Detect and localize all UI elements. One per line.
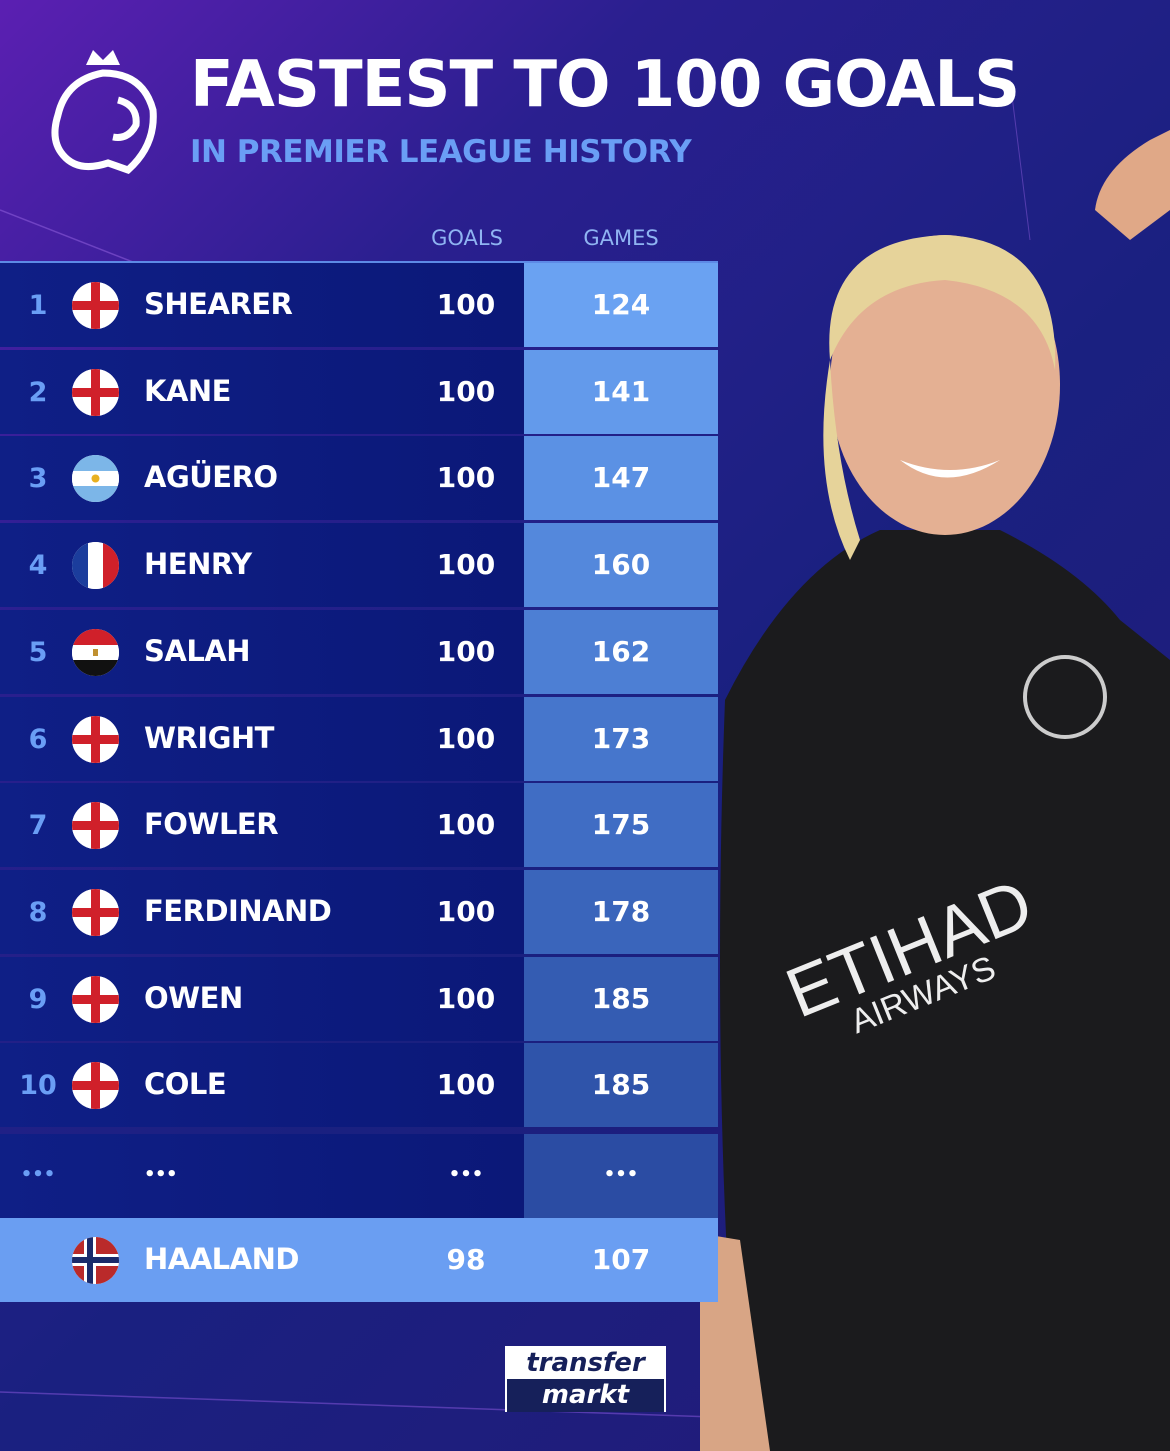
- premier-league-lion-icon: [51, 50, 157, 174]
- player-name: COLE: [144, 1067, 227, 1102]
- goals: 100: [436, 461, 496, 495]
- column-header-goals: GOALS: [431, 226, 503, 250]
- table-row: 9 OWEN 100 185: [0, 956, 718, 1041]
- table-row: 3 AGÜERO 100 147: [0, 436, 718, 521]
- table-top-divider: [0, 261, 718, 264]
- goals: 100: [436, 894, 496, 928]
- rank: •••: [20, 1164, 56, 1185]
- goals: 100: [436, 721, 496, 755]
- games: 175: [591, 808, 651, 842]
- player-name: FERDINAND: [144, 893, 332, 928]
- table-row: 7 FOWLER 100 175: [0, 783, 718, 868]
- table-row: 2 KANE 100 141: [0, 349, 718, 434]
- games-cell: [524, 263, 718, 347]
- games: 162: [591, 634, 651, 668]
- goals: 98: [446, 1243, 486, 1276]
- games: 124: [591, 288, 651, 321]
- games-cell: [524, 349, 718, 434]
- flag-england-icon: [72, 802, 119, 850]
- rank: 9: [28, 983, 48, 1015]
- games-cell: [524, 609, 718, 694]
- rank: 8: [28, 896, 48, 928]
- page-subtitle: IN PREMIER LEAGUE HISTORY: [190, 134, 692, 170]
- table-row: 10 COLE 100 185: [0, 1043, 718, 1128]
- player-name: HAALAND: [144, 1242, 299, 1276]
- games: 160: [591, 548, 651, 582]
- player-photo: ETIHAD AIRWAYS: [700, 130, 1170, 1451]
- flag-norway-icon: [72, 1237, 119, 1284]
- flag-egypt-icon: [72, 628, 119, 676]
- brand-line1: transfer: [507, 1348, 664, 1378]
- goals: 100: [436, 981, 496, 1015]
- games: 107: [591, 1243, 651, 1276]
- player-name: SHEARER: [144, 287, 293, 321]
- player-name: SALAH: [144, 633, 251, 668]
- games-cell: [524, 436, 718, 521]
- games-cell: [524, 696, 718, 781]
- rank: 3: [28, 463, 48, 495]
- player-name: FOWLER: [144, 807, 279, 842]
- player-name: HENRY: [144, 547, 252, 582]
- goals: 100: [436, 548, 496, 582]
- table-row: 8 FERDINAND 100 178: [0, 869, 718, 954]
- games: 147: [591, 461, 651, 495]
- column-header-games: GAMES: [583, 226, 659, 250]
- games: 141: [591, 374, 651, 408]
- player-name: •••: [144, 1164, 178, 1185]
- rank: 10: [19, 1070, 57, 1102]
- table-row: 1 SHEARER 100 124: [0, 263, 718, 347]
- games-cell: [524, 523, 718, 608]
- goals: 100: [436, 808, 496, 842]
- games: 178: [591, 894, 651, 928]
- games: 185: [591, 981, 651, 1015]
- games: 173: [591, 721, 651, 755]
- rank: 1: [28, 290, 48, 321]
- rank: 2: [28, 376, 48, 408]
- table-row: 6 WRIGHT 100 173: [0, 696, 718, 781]
- flag-england-icon: [72, 715, 119, 763]
- rank: 5: [28, 636, 48, 668]
- flag-england-icon: [72, 282, 119, 329]
- flag-england-icon: [72, 1062, 119, 1110]
- flag-france-icon: [72, 542, 119, 590]
- flag-england-icon: [72, 888, 119, 936]
- goals: 100: [436, 288, 496, 321]
- games: 185: [591, 1068, 651, 1102]
- flag-argentina-icon: [72, 455, 119, 503]
- goals: 100: [436, 634, 496, 668]
- player-name: KANE: [144, 373, 232, 408]
- goals: •••: [448, 1164, 484, 1185]
- goals: 100: [436, 1068, 496, 1102]
- ellipsis-row: ••• ••• ••• •••: [0, 1134, 718, 1218]
- rank: 4: [28, 550, 48, 582]
- player-name: WRIGHT: [144, 720, 274, 755]
- transfermarkt-logo: transfer markt: [505, 1346, 666, 1412]
- flag-england-icon: [72, 368, 119, 416]
- table-row: 4 HENRY 100 160: [0, 523, 718, 608]
- player-name: OWEN: [144, 980, 243, 1015]
- goals: 100: [436, 374, 496, 408]
- games-cell: [524, 956, 718, 1041]
- games-cell: [524, 1043, 718, 1128]
- games-cell: [524, 783, 718, 868]
- games-cell: [524, 869, 718, 954]
- rank: 7: [28, 810, 48, 842]
- brand-line2: markt: [507, 1379, 664, 1412]
- games-cell: [524, 1134, 718, 1218]
- flag-england-icon: [72, 975, 119, 1023]
- player-name: AGÜERO: [144, 460, 278, 495]
- highlight-row: HAALAND 98 107: [0, 1218, 718, 1302]
- rank: 6: [28, 723, 48, 755]
- games: •••: [603, 1164, 639, 1185]
- table-row: 5 SALAH 100 162: [0, 609, 718, 694]
- page-title: FASTEST TO 100 GOALS: [190, 48, 1020, 122]
